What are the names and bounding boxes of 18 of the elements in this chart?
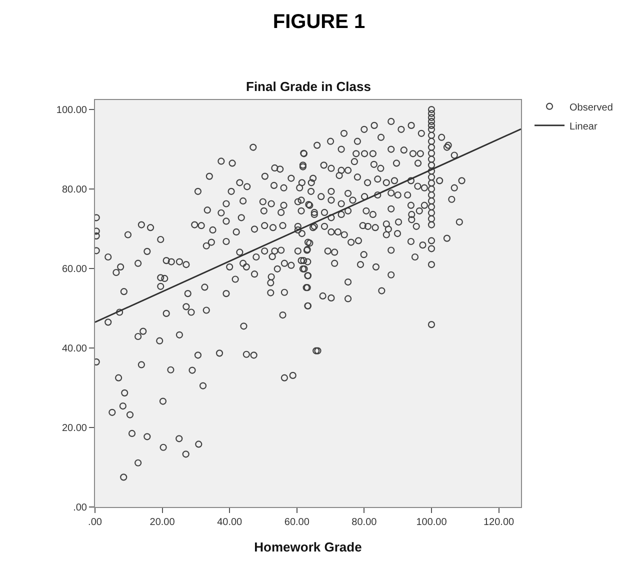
legend-label: Linear [570, 121, 598, 132]
x-tick-label: 120.00 [483, 517, 515, 528]
chart-subtitle: Final Grade in Class [246, 79, 371, 94]
y-tick-label: 40.00 [62, 344, 88, 355]
x-axis-title: Homework Grade [254, 540, 362, 555]
x-tick-label: 100.00 [416, 517, 448, 528]
x-tick-label: .00 [88, 517, 102, 528]
chart-title: FIGURE 1 [272, 11, 366, 34]
y-tick-label: 80.00 [62, 184, 88, 196]
x-tick-label: 80.00 [352, 517, 378, 528]
y-tick-label: 60.00 [62, 264, 88, 276]
x-tick-label: 40.00 [217, 517, 243, 528]
y-tick-label: .00 [73, 502, 88, 514]
y-tick-label: 20.00 [62, 423, 88, 434]
y-tick-label: 100.00 [56, 105, 88, 116]
x-tick-label: 20.00 [150, 517, 176, 528]
legend-label: Observed [570, 102, 613, 114]
x-tick-label: 60.00 [284, 517, 310, 528]
